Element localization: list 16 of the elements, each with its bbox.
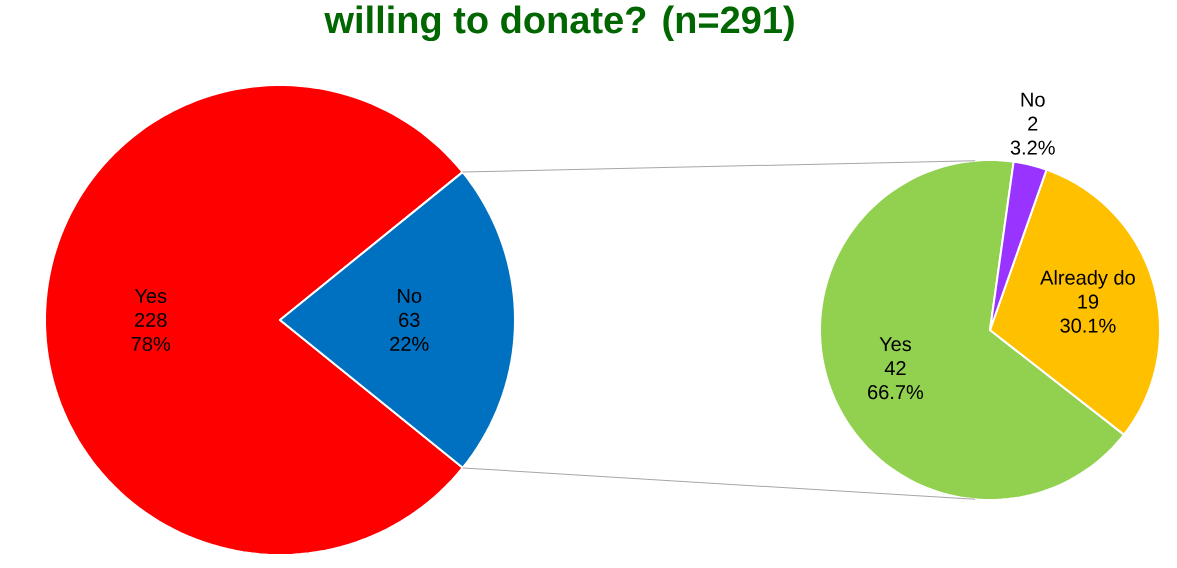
- data-label: 42: [884, 361, 906, 375]
- data-label: 228: [135, 312, 167, 328]
- data-label: 63: [399, 312, 420, 327]
- slice-label: No: [398, 289, 422, 303]
- data-label: 19: [1078, 294, 1099, 309]
- text: 22%: [390, 336, 429, 351]
- slice-label: Already do: [1040, 270, 1135, 289]
- slice-label: Yes: [879, 337, 912, 352]
- chart-title: willing to donate? (n=291): [324, 5, 794, 42]
- data-label: 2: [1028, 116, 1038, 131]
- text: 66.7%: [868, 385, 924, 400]
- slice-label: Yes: [134, 289, 167, 304]
- text: 78%: [131, 336, 171, 352]
- text: 30.1%: [1060, 318, 1116, 333]
- text: 3.2%: [1010, 140, 1055, 155]
- slice-label: No: [1021, 92, 1045, 107]
